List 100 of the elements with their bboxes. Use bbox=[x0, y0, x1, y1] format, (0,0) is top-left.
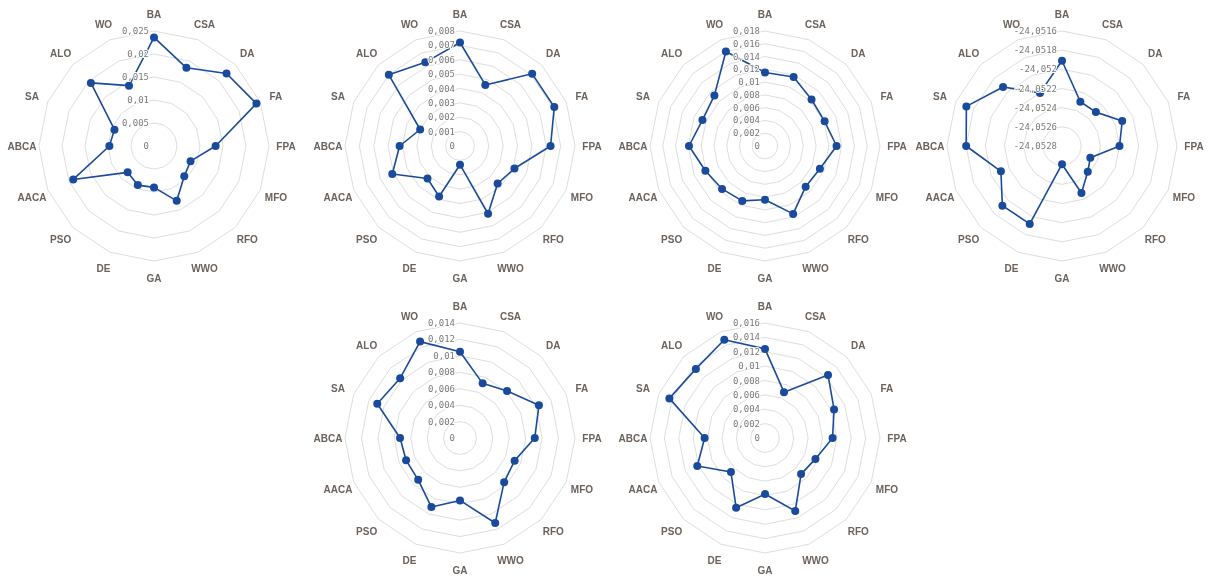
spoke-label: CSA bbox=[499, 311, 522, 323]
spoke-label: GA bbox=[452, 273, 468, 284]
spoke-label: SA bbox=[636, 90, 650, 102]
spoke-label: FPA bbox=[887, 433, 907, 444]
spoke-label: FPA bbox=[887, 141, 907, 152]
y-tick-label: 0 bbox=[754, 433, 760, 443]
spoke-label: CSA bbox=[804, 311, 827, 323]
spoke-label: WO bbox=[705, 311, 724, 323]
y-tick-label: -24,052 bbox=[1019, 64, 1057, 75]
spoke-label: GA bbox=[757, 273, 773, 284]
spoke-label: BA bbox=[452, 301, 468, 312]
spoke-label: PSO bbox=[661, 526, 683, 538]
spoke-label: FPA bbox=[582, 141, 602, 152]
spoke-label: SA bbox=[331, 382, 345, 394]
spoke-label: ALO bbox=[50, 47, 72, 59]
spoke-label: ALO bbox=[661, 47, 683, 59]
spoke-label: FA bbox=[880, 382, 894, 394]
y-tick-label: -24,0528 bbox=[1013, 141, 1057, 151]
spoke-label: DE bbox=[402, 554, 417, 566]
y-tick-label: 0 bbox=[449, 141, 455, 151]
spoke-label: BA bbox=[1054, 9, 1070, 20]
spoke-label: FA bbox=[575, 382, 589, 394]
y-tick-label: 0,004 bbox=[427, 400, 455, 411]
spoke-label: CSA bbox=[193, 19, 216, 31]
spoke-label: AACA bbox=[323, 191, 353, 203]
y-tick-label: 0,006 bbox=[732, 102, 760, 113]
spoke-label: FA bbox=[880, 90, 894, 102]
y-tick-label: 0,006 bbox=[427, 383, 455, 394]
y-tick-label: 0,008 bbox=[732, 375, 760, 386]
y-tick-label: 0,004 bbox=[732, 115, 760, 126]
spoke-label: BA bbox=[757, 9, 773, 20]
spoke-label: ABCA bbox=[313, 433, 343, 444]
y-tick-label: 0,008 bbox=[427, 367, 455, 378]
spoke-label: SA bbox=[933, 90, 947, 102]
spoke-label: PSO bbox=[958, 234, 980, 246]
spoke-label: DA bbox=[546, 47, 561, 59]
spoke-label: WO bbox=[400, 311, 419, 323]
y-tick-label: 0,004 bbox=[427, 83, 455, 94]
spoke-label: DA bbox=[240, 47, 255, 59]
y-tick-label: 0,016 bbox=[732, 38, 760, 49]
spoke-label: AACA bbox=[628, 483, 658, 495]
y-tick-label: 0,01 bbox=[738, 77, 760, 88]
spoke-label: ABCA bbox=[618, 141, 648, 152]
spoke-label: RFO bbox=[1144, 234, 1167, 246]
y-tick-label: 0,005 bbox=[121, 118, 149, 128]
spoke-label: AACA bbox=[323, 483, 353, 495]
y-tick-label: 0,002 bbox=[732, 128, 760, 139]
y-tick-label: 0 bbox=[143, 141, 149, 151]
spoke-label: FA bbox=[269, 90, 283, 102]
spoke-label: DE bbox=[707, 262, 722, 274]
spoke-label: MFO bbox=[264, 191, 288, 203]
spoke-label: BA bbox=[452, 9, 468, 20]
y-tick-label: 0,008 bbox=[427, 26, 455, 36]
y-tick-label: 0,002 bbox=[732, 418, 760, 429]
spoke-label: WWO bbox=[191, 262, 219, 274]
spoke-label: MFO bbox=[875, 483, 899, 495]
spoke-label: DE bbox=[707, 554, 722, 566]
spoke-label: PSO bbox=[356, 234, 378, 246]
spoke-label: DE bbox=[96, 262, 111, 274]
spoke-label: BA bbox=[146, 9, 162, 20]
spoke-label: FPA bbox=[1184, 141, 1204, 152]
y-tick-label: 0,012 bbox=[732, 346, 760, 357]
spoke-label: RFO bbox=[542, 234, 565, 246]
y-tick-label: -24,0518 bbox=[1013, 45, 1057, 56]
spoke-label: AACA bbox=[17, 191, 47, 203]
spoke-label: RFO bbox=[847, 234, 870, 246]
spoke-label: ABCA bbox=[618, 433, 648, 444]
spoke-label: GA bbox=[757, 565, 773, 576]
spoke-label: WO bbox=[705, 19, 724, 31]
spoke-label: PSO bbox=[661, 234, 683, 246]
spoke-label: FPA bbox=[276, 141, 296, 152]
spoke-label: ALO bbox=[661, 339, 683, 351]
spoke-label: ABCA bbox=[313, 141, 343, 152]
spoke-label: SA bbox=[636, 382, 650, 394]
spoke-label: SA bbox=[331, 90, 345, 102]
spoke-label: DA bbox=[1148, 47, 1163, 59]
spoke-label: WWO bbox=[802, 262, 830, 274]
spoke-label: AACA bbox=[628, 191, 658, 203]
y-tick-label: 0,012 bbox=[732, 64, 760, 75]
spoke-label: ALO bbox=[958, 47, 980, 59]
y-tick-label: 0,01 bbox=[127, 95, 149, 105]
spoke-label: ABCA bbox=[7, 141, 37, 152]
y-tick-label: 0,01 bbox=[433, 350, 455, 361]
y-tick-label: 0 bbox=[754, 141, 760, 151]
y-tick-label: 0,018 bbox=[732, 26, 760, 36]
y-tick-label: 0,025 bbox=[121, 26, 149, 36]
y-tick-label: 0 bbox=[449, 433, 455, 443]
spoke-label: GA bbox=[146, 273, 162, 284]
spoke-label: CSA bbox=[1101, 19, 1124, 31]
y-tick-label: 0,002 bbox=[427, 416, 455, 427]
spoke-label: ALO bbox=[356, 47, 378, 59]
y-tick-label: 0,016 bbox=[732, 318, 760, 328]
spoke-label: ABCA bbox=[915, 141, 945, 152]
spoke-label: PSO bbox=[356, 526, 378, 538]
spoke-label: DE bbox=[402, 262, 417, 274]
spoke-label: WWO bbox=[1099, 262, 1127, 274]
y-tick-label: 0,012 bbox=[427, 334, 455, 345]
y-tick-label: 0,001 bbox=[427, 126, 455, 137]
y-tick-label: 0,004 bbox=[732, 404, 760, 415]
spoke-label: RFO bbox=[847, 526, 870, 538]
